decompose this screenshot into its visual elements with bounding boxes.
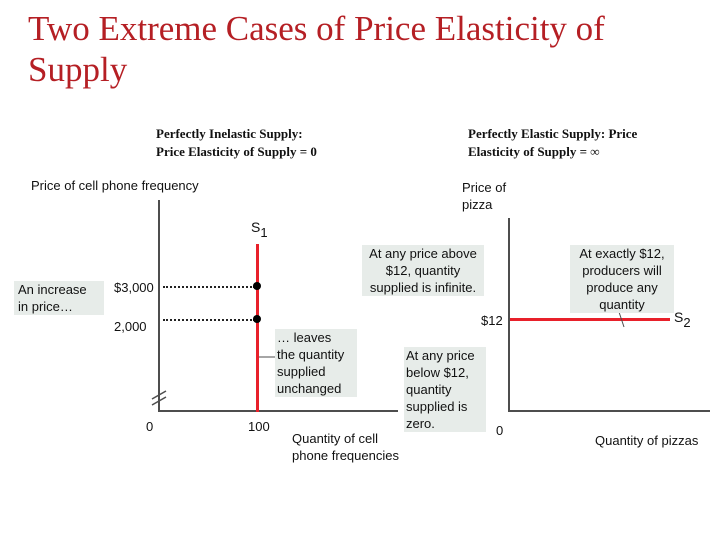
price-3000-guide bbox=[163, 286, 255, 288]
below-note-line5: zero. bbox=[406, 416, 435, 431]
left-x-axis-label: Quantity of cell phone frequencies bbox=[292, 430, 399, 464]
exact-note-line3: produce any bbox=[586, 280, 658, 295]
above-note-line1: At any price above bbox=[369, 246, 477, 261]
right-heading-line1: Perfectly Elastic Supply: Price bbox=[468, 126, 638, 141]
right-y-axis-label-line2: pizza bbox=[462, 197, 493, 212]
above-note: At any price above $12, quantity supplie… bbox=[362, 245, 484, 296]
above-note-line3: supplied is infinite. bbox=[369, 280, 477, 295]
right-heading-line2: Elasticity of Supply = ∞ bbox=[468, 144, 600, 159]
leaves-note-line3: supplied bbox=[277, 364, 326, 379]
price-3000-label: $3,000 bbox=[114, 280, 154, 295]
s1-label: S1 bbox=[251, 219, 268, 240]
right-y-axis-label-line1: Price of bbox=[462, 180, 507, 195]
below-note-line2: below $12, bbox=[406, 365, 469, 380]
left-x-axis-label-line1: Quantity of cell bbox=[292, 431, 378, 446]
left-heading-line2: Price Elasticity of Supply = 0 bbox=[156, 144, 317, 159]
leaves-note-line2: the quantity bbox=[277, 347, 345, 362]
left-heading-line1: Perfectly Inelastic Supply: bbox=[156, 126, 303, 141]
below-note-line1: At any price bbox=[406, 348, 475, 363]
supply-curve-s1 bbox=[256, 244, 259, 412]
increase-note-line2: in price… bbox=[18, 299, 73, 314]
left-panel-heading: Perfectly Inelastic Supply: Price Elasti… bbox=[156, 125, 317, 161]
below-note-line3: quantity bbox=[406, 382, 452, 397]
exact-note-line2: producers will bbox=[582, 263, 662, 278]
quantity-100-label: 100 bbox=[248, 419, 270, 434]
below-note-line4: supplied is bbox=[406, 399, 468, 414]
right-x-axis bbox=[508, 410, 710, 412]
above-note-line2: $12, quantity bbox=[385, 263, 461, 278]
slide-title: Two Extreme Cases of Price Elasticity of… bbox=[28, 9, 605, 90]
price-2000-label: 2,000 bbox=[114, 319, 147, 334]
price-2000-guide bbox=[163, 319, 255, 321]
point-3000 bbox=[253, 282, 261, 290]
increase-note: An increase in price… bbox=[14, 281, 104, 315]
increase-note-line1: An increase bbox=[18, 282, 87, 297]
price-12-label: $12 bbox=[481, 313, 503, 328]
exact-note-line1: At exactly $12, bbox=[579, 246, 665, 261]
s2-label: S2 bbox=[674, 309, 691, 330]
right-origin-label: 0 bbox=[496, 423, 504, 438]
exact-note-line4: quantity bbox=[599, 297, 645, 312]
right-y-axis-label: Price of pizza bbox=[462, 179, 506, 213]
leaves-note: … leaves the quantity supplied unchanged bbox=[275, 329, 357, 397]
left-x-axis bbox=[158, 410, 398, 412]
right-y-axis bbox=[508, 218, 510, 412]
left-x-axis-label-line2: phone frequencies bbox=[292, 448, 399, 463]
right-panel-heading: Perfectly Elastic Supply: Price Elastici… bbox=[468, 125, 637, 161]
below-note: At any price below $12, quantity supplie… bbox=[404, 347, 486, 432]
left-y-axis bbox=[158, 200, 160, 412]
leaves-note-line4: unchanged bbox=[277, 381, 342, 396]
right-x-axis-label: Quantity of pizzas bbox=[595, 433, 699, 448]
exact-note: At exactly $12, producers will produce a… bbox=[570, 245, 674, 313]
left-origin-label: 0 bbox=[146, 419, 154, 434]
supply-curve-s2 bbox=[510, 318, 670, 321]
leaves-note-line1: … leaves bbox=[277, 330, 332, 345]
left-y-axis-label: Price of cell phone frequency bbox=[31, 178, 199, 193]
point-2000 bbox=[253, 315, 261, 323]
